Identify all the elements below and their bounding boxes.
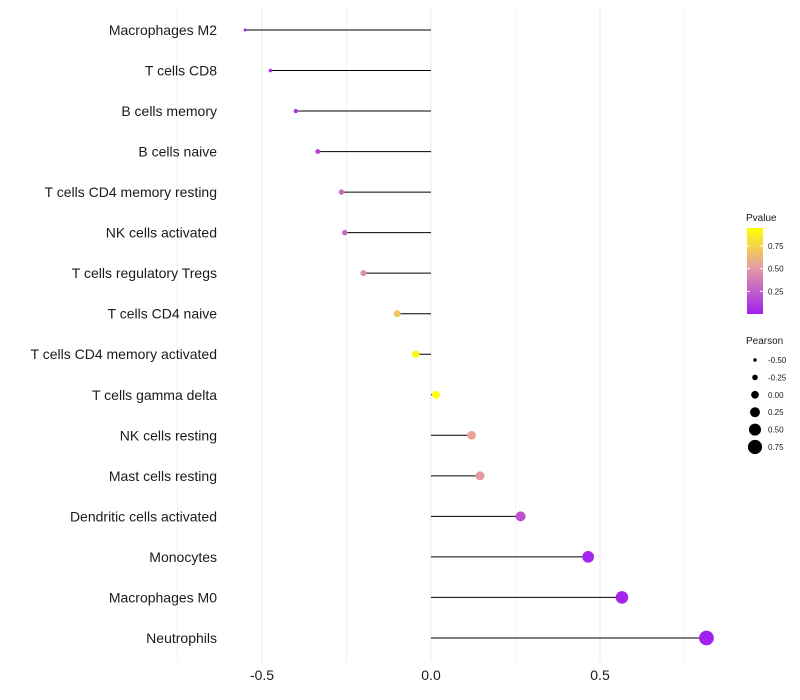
category-label: T cells regulatory Tregs (72, 265, 217, 281)
point-2 (293, 108, 298, 114)
point-14 (615, 591, 629, 604)
point-7 (393, 310, 401, 318)
point-4 (338, 189, 345, 195)
pvalue-legend: Pvalue 0.75 0.50 0.25 (746, 213, 784, 314)
pearson-legend-dot (753, 358, 757, 362)
point-12 (515, 511, 526, 522)
point-10 (467, 430, 476, 440)
pearson-legend-label: -0.25 (768, 373, 787, 382)
point-8 (412, 350, 420, 358)
pearson-legend-label: 0.25 (768, 408, 784, 417)
category-label: Dendritic cells activated (70, 508, 217, 524)
pearson-legend: Pearson -0.50 -0.25 0.00 0.25 0.50 0.75 (746, 336, 787, 455)
category-label: Neutrophils (146, 630, 217, 646)
pvalue-ticks: 0.75 0.50 0.25 (747, 242, 784, 296)
category-label: T cells CD4 memory activated (31, 346, 217, 362)
point-15 (699, 630, 714, 646)
category-label: T cells gamma delta (92, 387, 217, 403)
pearson-legend-label: -0.50 (768, 356, 787, 365)
pvalue-tick-label: 0.75 (768, 242, 784, 251)
pearson-legend-dot (752, 374, 758, 381)
category-label: B cells memory (121, 103, 217, 119)
points (243, 28, 714, 646)
category-label: Monocytes (149, 549, 217, 565)
pearson-legend-items: -0.50 -0.25 0.00 0.25 0.50 0.75 (747, 356, 787, 455)
point-11 (475, 471, 485, 481)
pearson-legend-dot (751, 390, 759, 399)
point-6 (360, 270, 367, 277)
category-label: NK cells activated (106, 225, 217, 241)
pvalue-legend-title: Pvalue (746, 213, 777, 224)
category-label: T cells CD8 (145, 63, 217, 79)
pearson-legend-dot (747, 439, 763, 455)
category-label: Macrophages M2 (109, 22, 217, 38)
pearson-legend-label: 0.75 (768, 443, 784, 452)
pearson-legend-dot (750, 407, 760, 418)
category-label: Macrophages M0 (109, 589, 217, 605)
pvalue-tick-label: 0.50 (768, 265, 784, 274)
category-label: Mast cells resting (109, 468, 217, 484)
pvalue-colorbar (747, 228, 763, 314)
point-1 (268, 68, 273, 73)
x-tick-label: 0.0 (421, 667, 441, 683)
pearson-legend-dot (748, 423, 762, 436)
x-tick-label: -0.5 (250, 667, 274, 683)
pearson-legend-title: Pearson (746, 336, 783, 347)
category-label: NK cells resting (120, 427, 217, 443)
category-label: B cells naive (138, 144, 217, 160)
point-13 (582, 551, 595, 563)
category-labels: Macrophages M2 T cells CD8 B cells memory B… (31, 22, 218, 646)
point-3 (315, 149, 321, 155)
stems (245, 29, 707, 639)
category-label: T cells CD4 naive (108, 306, 218, 322)
point-0 (243, 28, 247, 32)
category-label: T cells CD4 memory resting (45, 184, 217, 200)
point-5 (342, 229, 348, 236)
point-9 (432, 390, 440, 399)
pearson-legend-label: 0.00 (768, 391, 784, 400)
x-tick-labels: -0.5 0.0 0.5 (250, 667, 610, 683)
pearson-legend-label: 0.50 (768, 426, 784, 435)
x-tick-label: 0.5 (590, 667, 610, 683)
pvalue-tick-label: 0.25 (768, 287, 784, 296)
grid-lines (177, 8, 685, 662)
